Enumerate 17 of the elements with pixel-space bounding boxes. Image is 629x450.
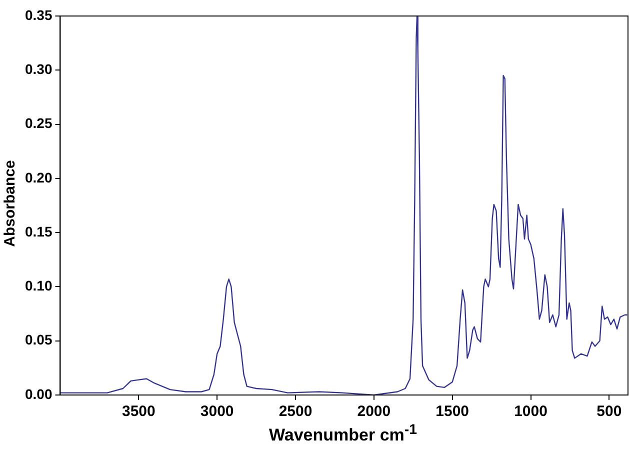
y-tick-label: 0.05 [25,332,52,348]
x-tick-label: 1000 [514,403,548,420]
x-tick-label: 1500 [436,403,470,420]
y-tick-label: 0.10 [25,278,52,294]
y-tick-label: 0.30 [25,61,52,77]
x-tick-label: 3500 [122,403,156,420]
y-tick-label: 0.15 [25,223,52,240]
y-tick-label: 0.00 [25,386,52,402]
x-tick-label: 3000 [200,403,234,420]
x-tick-label: 2500 [278,403,312,420]
y-axis-title: Absorbance [2,159,18,249]
x-axis-title: Wavenumber cm$^{-1}$ [268,422,418,446]
y-tick-label: 0.35 [25,6,52,23]
x-tick-label: 2000 [357,403,391,420]
y-tick-label: 0.20 [25,169,52,186]
x-tick-label: 500 [596,403,622,420]
y-tick-label: 0.25 [25,115,52,132]
